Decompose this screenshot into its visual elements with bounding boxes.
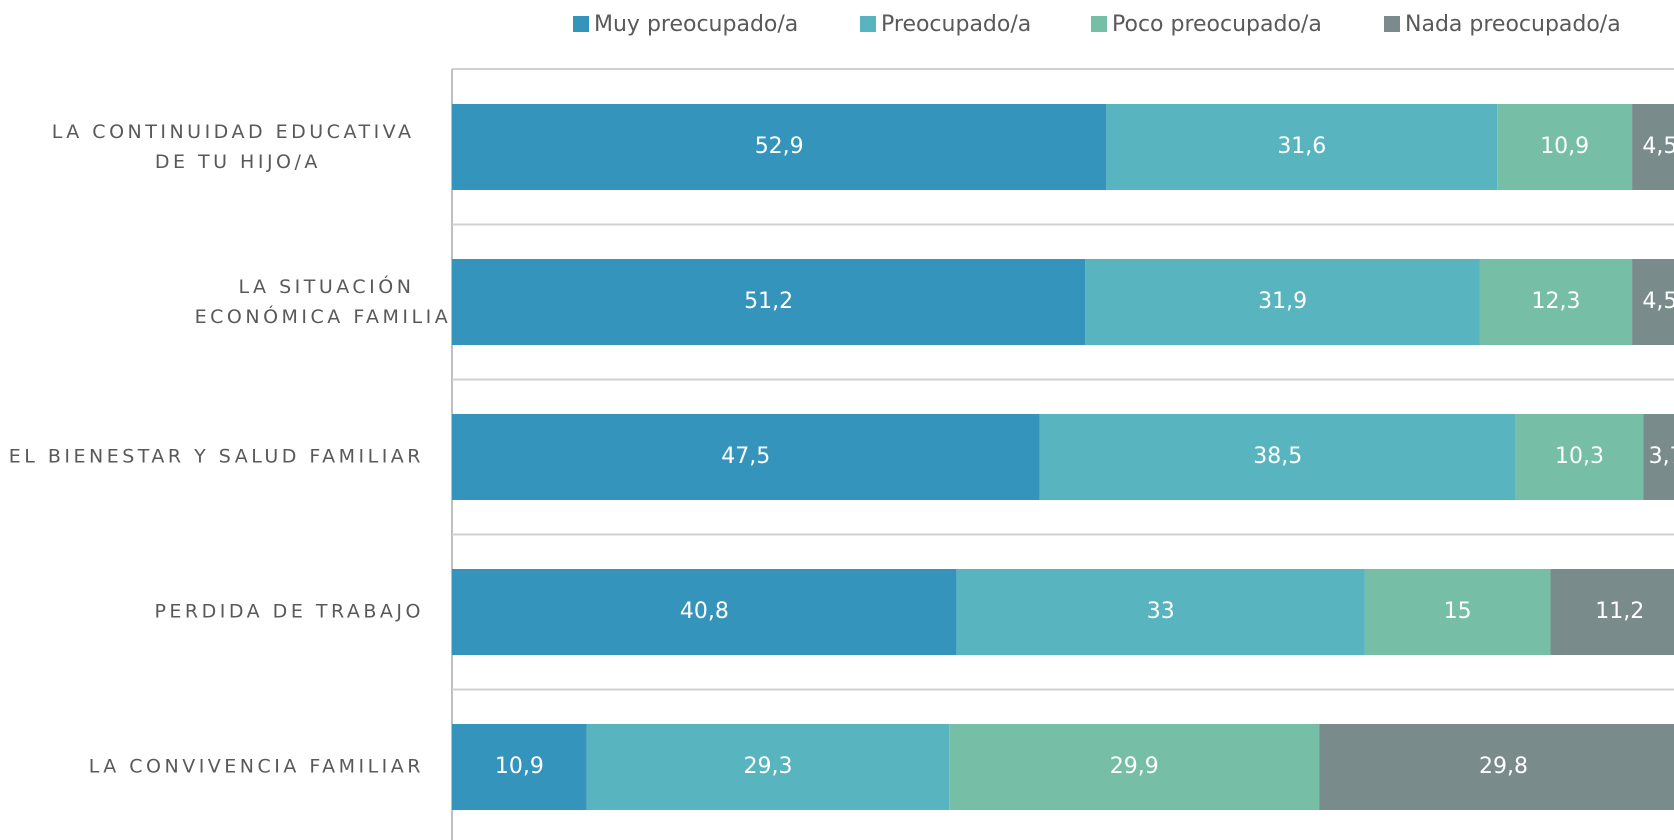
value-label: 15 <box>1444 599 1472 624</box>
value-label: 31,9 <box>1258 289 1307 314</box>
category-label: LA CONVIVENCIA FAMILIAR <box>89 756 424 778</box>
value-label: 3,7 <box>1649 444 1674 469</box>
bar-segment <box>452 259 1086 345</box>
legend-swatch <box>1091 16 1107 32</box>
bar-segment <box>1364 569 1551 655</box>
value-label: 11,2 <box>1595 599 1644 624</box>
legend-label: Muy preocupado/a <box>594 12 798 37</box>
value-label: 38,5 <box>1253 444 1302 469</box>
value-label: 33 <box>1147 599 1175 624</box>
value-label: 10,9 <box>495 754 544 779</box>
legend-swatch <box>1384 16 1400 32</box>
value-label: 40,8 <box>680 599 729 624</box>
bar-segment <box>1515 414 1644 500</box>
bar-segment <box>1319 724 1674 810</box>
value-label: 10,3 <box>1555 444 1604 469</box>
bar-segment <box>1106 104 1498 190</box>
bar-segment <box>1039 414 1516 500</box>
legend-label: Poco preocupado/a <box>1112 12 1322 37</box>
bar-segment <box>1085 259 1480 345</box>
bar-segment <box>1550 569 1674 655</box>
bar-segment <box>452 414 1040 500</box>
value-label: 29,9 <box>1110 754 1159 779</box>
legend-swatch <box>860 16 876 32</box>
bar-segment <box>452 569 957 655</box>
value-label: 29,8 <box>1479 754 1528 779</box>
legend-label: Nada preocupado/a <box>1405 12 1621 37</box>
bar-segment <box>949 724 1320 810</box>
bar-segment <box>1497 104 1633 190</box>
bar-segment <box>956 569 1365 655</box>
bar-segment <box>1632 104 1674 190</box>
bar-segment <box>452 104 1107 190</box>
bar-segment <box>452 724 587 810</box>
value-label: 52,9 <box>755 134 804 159</box>
category-label: LA SITUACIÓN ECONÓMICA FAMILIAR <box>195 274 468 328</box>
bar-segment <box>586 724 950 810</box>
value-label: 4,5 <box>1642 289 1674 314</box>
bar-segment <box>1479 259 1633 345</box>
value-label: 12,3 <box>1532 289 1581 314</box>
value-label: 47,5 <box>721 444 770 469</box>
category-label: LA CONTINUIDAD EDUCATIVA DE TU HIJO/A <box>52 121 424 173</box>
value-label: 10,9 <box>1540 134 1589 159</box>
category-label: EL BIENESTAR Y SALUD FAMILIAR <box>9 446 424 468</box>
value-label: 31,6 <box>1277 134 1326 159</box>
legend-label: Preocupado/a <box>881 12 1031 37</box>
category-label: PERDIDA DE TRABAJO <box>154 601 424 623</box>
value-label: 51,2 <box>744 289 793 314</box>
value-label: 29,3 <box>744 754 793 779</box>
value-label: 4,5 <box>1642 134 1674 159</box>
legend-swatch <box>573 16 589 32</box>
bar-segment <box>1632 259 1674 345</box>
bar-segment <box>1643 414 1674 500</box>
